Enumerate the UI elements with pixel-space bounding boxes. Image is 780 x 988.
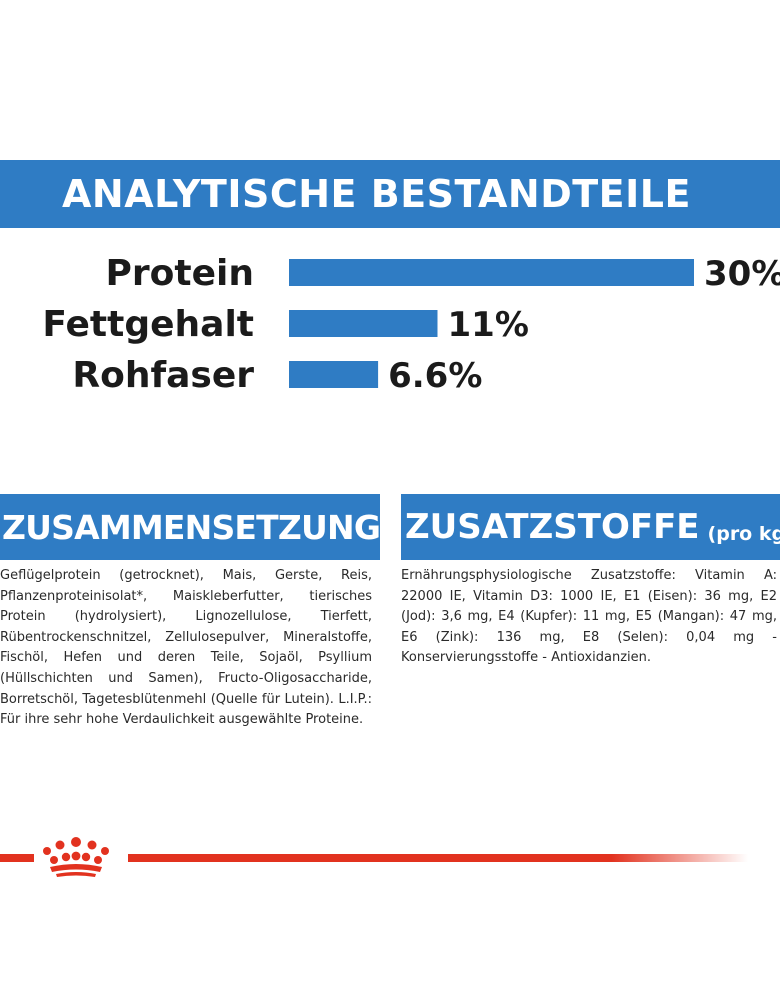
footer-line-left [0, 854, 34, 862]
bar-protein [289, 259, 694, 286]
composition-text: Geflügelprotein (getrocknet), Mais, Gers… [0, 568, 372, 728]
value-label: 6.6% [388, 356, 482, 396]
additives-text: Ernährungsphysiologische Zusatzstoffe: V… [401, 568, 777, 666]
brand-footer [0, 837, 748, 877]
title-banner: ANALYTISCHE BESTANDTEILE [0, 160, 780, 228]
composition-header: ZUSAMMENSETZUNG [0, 494, 380, 560]
additives-title: ZUSATZSTOFFE [405, 507, 700, 547]
category-label: Rohfaser [72, 355, 254, 396]
page-title: ANALYTISCHE BESTANDTEILE [62, 172, 691, 216]
nutrient-bar-chart: Protein 30% Fettgehalt 11% Rohfaser 6.6% [42, 253, 780, 396]
additives-header: ZUSATZSTOFFE (pro kg) [401, 494, 780, 560]
category-label: Protein [106, 253, 254, 294]
bar-fettgehalt [289, 310, 438, 337]
value-label: 11% [448, 305, 529, 345]
value-label: 30% [704, 254, 780, 294]
bar-rohfaser [289, 361, 379, 388]
composition-title: ZUSAMMENSETZUNG [2, 507, 380, 547]
category-label: Fettgehalt [42, 304, 254, 345]
footer-line-right [128, 854, 748, 862]
royal-crown-icon [43, 837, 109, 877]
additives-unit: (pro kg) [707, 523, 780, 545]
